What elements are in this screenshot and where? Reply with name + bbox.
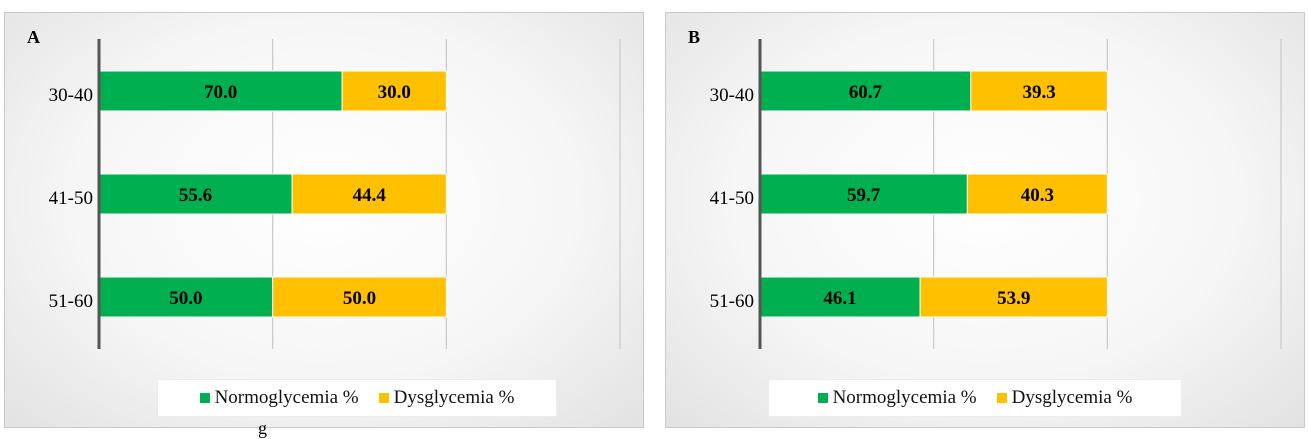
legend: Normoglycemia % Dysglycemia % <box>157 379 557 417</box>
legend-swatch-dysglycemia <box>378 393 389 403</box>
bar-dysglycemia <box>272 276 447 318</box>
category-label: 51-60 <box>48 291 93 312</box>
panel-label-b: B <box>688 27 701 47</box>
legend-swatch-normoglycemia <box>817 393 828 403</box>
bar-normoglycemia <box>98 276 274 318</box>
category-label: 30-40 <box>709 85 754 106</box>
legend-label: Normoglycemia % <box>832 387 977 408</box>
data-label: 50.0 <box>169 288 202 309</box>
data-label: 46.1 <box>823 288 856 309</box>
panel-label-a: A <box>27 27 40 47</box>
data-label: 55.6 <box>179 185 212 206</box>
legend-label: Dysglycemia % <box>393 387 515 408</box>
bar-dysglycemia <box>970 70 1108 112</box>
bar-normoglycemia <box>98 70 343 112</box>
legend-label: Dysglycemia % <box>1011 387 1133 408</box>
legend-item-normoglycemia: Normoglycemia % <box>817 387 977 409</box>
chart-plot-b: 60.7 39.3 59.7 40.3 46.1 53.9 <box>758 39 1282 349</box>
legend-item-dysglycemia: Dysglycemia % <box>996 387 1133 409</box>
legend-swatch-dysglycemia <box>996 393 1007 403</box>
category-label: 41-50 <box>709 188 754 209</box>
data-label: 50.0 <box>343 288 376 309</box>
bar-normoglycemia <box>759 276 921 318</box>
data-label: 40.3 <box>1021 185 1054 206</box>
legend-swatch-normoglycemia <box>199 393 210 403</box>
data-label: 39.3 <box>1022 82 1055 103</box>
bar-dysglycemia <box>966 173 1108 215</box>
legend-label: Normoglycemia % <box>214 387 359 408</box>
category-label: 51-60 <box>709 291 754 312</box>
legend-item-normoglycemia: Normoglycemia % <box>199 387 359 409</box>
chart-panel-b: 60.7 39.3 59.7 40.3 46.1 53.9 B 30-40 41-50 5… <box>665 12 1305 428</box>
chart-plot-a: 70.0 30.0 55.6 44.4 50.0 50.0 <box>97 39 621 349</box>
bar-dysglycemia <box>919 276 1108 318</box>
category-label: 30-40 <box>48 85 93 106</box>
bar-dysglycemia <box>291 173 447 215</box>
data-label: 30.0 <box>378 82 411 103</box>
data-label: 60.7 <box>849 82 883 103</box>
legend-item-dysglycemia: Dysglycemia % <box>378 387 515 409</box>
chart-panel-a: 70.0 30.0 55.6 44.4 50.0 50.0 A 30-40 41-50 5… <box>4 12 644 428</box>
bar-normoglycemia <box>98 173 293 215</box>
bar-dysglycemia <box>341 70 447 112</box>
legend: Normoglycemia % Dysglycemia % <box>768 379 1182 417</box>
stray-text: g <box>258 418 267 438</box>
data-label: 59.7 <box>847 185 881 206</box>
data-label: 44.4 <box>353 185 387 206</box>
category-label: 41-50 <box>48 188 93 209</box>
data-label: 70.0 <box>204 82 237 103</box>
data-label: 53.9 <box>997 288 1030 309</box>
